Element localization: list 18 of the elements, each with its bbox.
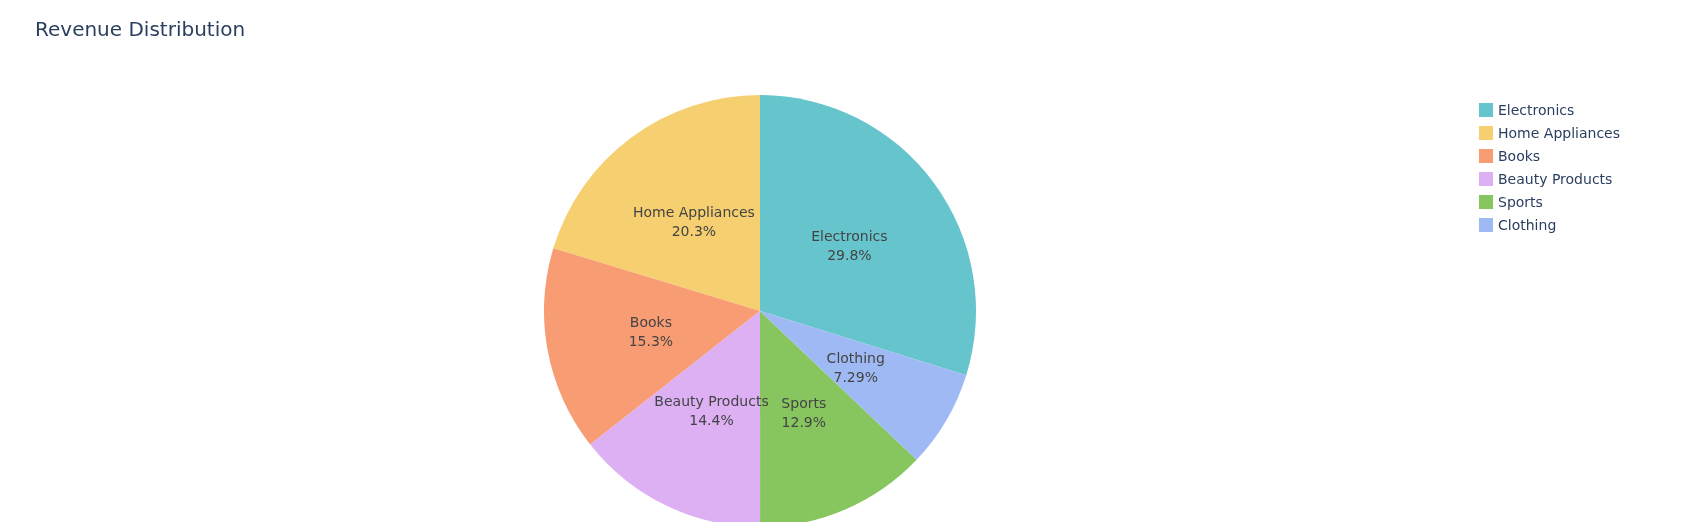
data-label: 7.29% [833,368,878,385]
slice-label: Books [629,313,672,330]
slice-label: Sports [781,395,827,412]
data-label: 14.4% [689,412,734,429]
data-label: 20.3% [671,223,717,240]
legend-label: Books [1498,148,1541,164]
legend-label: Home Appliances [1498,125,1620,141]
legend-label: Sports [1498,194,1543,210]
data-label: 12.9% [781,414,827,431]
slice-label: Clothing [826,349,885,366]
text: Revenue Distribution [35,17,246,41]
legend-label: Electronics [1498,102,1575,118]
data-label: 15.3% [628,332,674,349]
legend-label: Clothing [1498,217,1557,233]
slice-label: Electronics [811,227,888,244]
slice-label: Home Appliances [632,204,755,221]
legend-label: Beauty Products [1498,171,1613,187]
data-label: 29.8% [827,246,872,263]
